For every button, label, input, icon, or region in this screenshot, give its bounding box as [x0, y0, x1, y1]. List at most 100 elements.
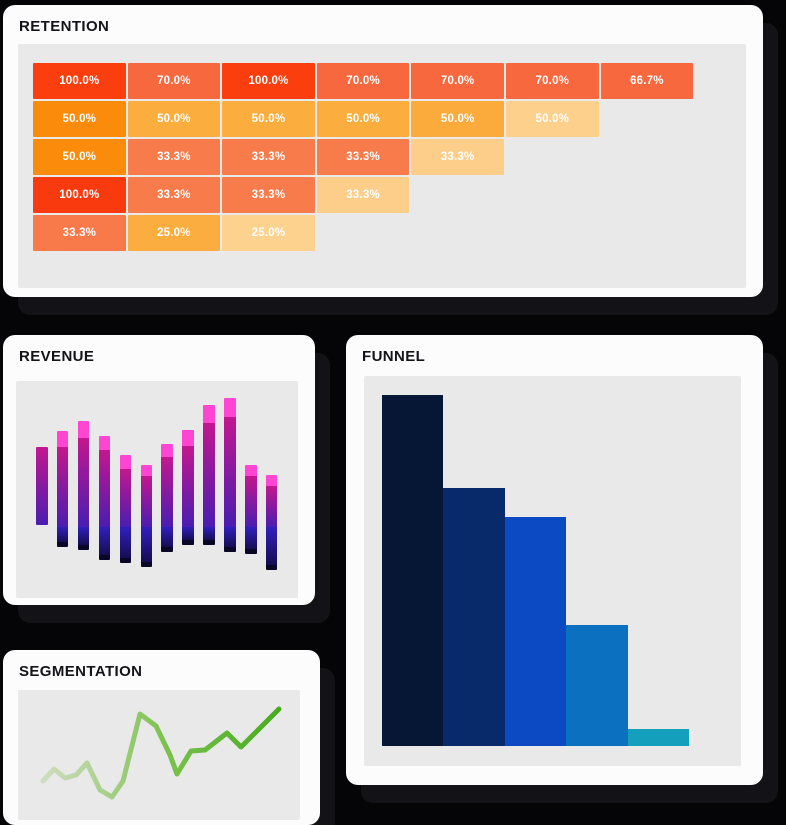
- revenue-bar-segment: [119, 455, 132, 469]
- retention-cell: 100.0%: [33, 177, 126, 213]
- revenue-bar-segment: [224, 398, 236, 417]
- retention-cell: 70.0%: [506, 63, 599, 99]
- revenue-bar: [36, 447, 48, 525]
- segmentation-card: SEGMENTATION: [3, 650, 320, 825]
- revenue-bar: [161, 444, 173, 552]
- revenue-bar-segment: [119, 558, 132, 563]
- revenue-bar-segment: [245, 549, 257, 554]
- revenue-bar-segment: [265, 527, 278, 565]
- revenue-bar-segment: [245, 476, 257, 527]
- revenue-bar-segment: [245, 527, 257, 549]
- revenue-bar-segment: [119, 527, 132, 558]
- funnel-bar: [382, 395, 444, 746]
- retention-cell: 33.3%: [316, 139, 410, 175]
- revenue-bar-segment: [161, 527, 173, 547]
- revenue-bar-segment: [161, 457, 173, 527]
- revenue-bar-segment: [77, 421, 90, 438]
- funnel-card-title: FUNNEL: [362, 348, 426, 365]
- revenue-card: REVENUE: [3, 335, 315, 605]
- revenue-bar-segment: [224, 417, 236, 527]
- retention-cell: 33.3%: [33, 215, 126, 251]
- revenue-bar-segment: [245, 465, 257, 476]
- revenue-bar-segment: [140, 476, 152, 527]
- revenue-bar-segment: [265, 486, 278, 527]
- funnel-card: FUNNEL: [346, 335, 763, 785]
- revenue-bar-segment: [56, 431, 69, 447]
- revenue-bar-segment: [203, 423, 215, 527]
- revenue-bar-segment: [98, 555, 111, 560]
- segmentation-card-title: SEGMENTATION: [19, 663, 143, 680]
- retention-cell: 33.3%: [222, 177, 315, 213]
- revenue-bar-segment: [98, 436, 111, 450]
- revenue-bar-segment: [77, 545, 90, 550]
- revenue-bar: [245, 465, 257, 554]
- funnel-bar: [504, 517, 567, 746]
- revenue-bar: [224, 398, 236, 552]
- revenue-bar-segment: [56, 527, 69, 542]
- revenue-bar-segment: [98, 450, 111, 527]
- revenue-bar: [182, 430, 194, 545]
- funnel-bar: [443, 488, 505, 746]
- retention-card: RETENTION 100.0% 70.0% 100.0% 70.0% 70.0% 70.…: [3, 5, 763, 297]
- revenue-bar-segment: [265, 475, 278, 486]
- revenue-bar-segment: [265, 565, 278, 570]
- segmentation-line: [40, 706, 282, 800]
- revenue-bar-segment: [203, 405, 215, 423]
- revenue-bar: [203, 405, 215, 545]
- revenue-bar-segment: [203, 540, 215, 545]
- retention-cell: 70.0%: [411, 63, 504, 99]
- retention-cell: 70.0%: [316, 63, 410, 99]
- retention-cell: 100.0%: [33, 63, 126, 99]
- retention-cell: 50.0%: [33, 139, 126, 175]
- retention-card-title: RETENTION: [19, 18, 110, 35]
- retention-cell: 100.0%: [222, 63, 315, 99]
- revenue-bar-segment: [182, 527, 194, 540]
- revenue-bar: [119, 455, 132, 563]
- revenue-bar-segment: [98, 527, 111, 555]
- retention-cell: 33.3%: [127, 139, 221, 175]
- revenue-bar-segment: [140, 465, 152, 476]
- retention-cell: 70.0%: [127, 63, 221, 99]
- revenue-card-title: REVENUE: [19, 348, 95, 365]
- revenue-bar-segment: [56, 542, 69, 547]
- funnel-bar: [627, 729, 689, 746]
- retention-heatmap: 100.0% 70.0% 100.0% 70.0% 70.0% 70.0% 66.7% 50.…: [18, 44, 746, 288]
- revenue-bar-segment: [161, 444, 173, 457]
- revenue-bar-segment: [119, 469, 132, 527]
- revenue-bar: [98, 436, 111, 560]
- revenue-bar: [77, 421, 90, 550]
- retention-cell: 50.0%: [33, 101, 126, 137]
- retention-cell: 50.0%: [316, 101, 410, 137]
- revenue-bar-segment: [56, 447, 69, 527]
- funnel-bar: [566, 625, 628, 746]
- revenue-bar-segment: [36, 447, 48, 525]
- dashboard-background: { "background": "#050507", "shadow_color…: [3, 5, 763, 825]
- segmentation-line-svg: [40, 706, 282, 800]
- retention-cell: 25.0%: [222, 215, 315, 251]
- revenue-bar-segment: [224, 527, 236, 547]
- funnel-chart: [364, 376, 741, 766]
- retention-cell: 33.3%: [316, 177, 410, 213]
- revenue-bar-segment: [182, 540, 194, 545]
- revenue-bar-segment: [161, 547, 173, 552]
- retention-cell: 66.7%: [600, 63, 694, 99]
- revenue-bar: [56, 431, 69, 547]
- retention-cell: 50.0%: [506, 101, 599, 137]
- revenue-bar-segment: [140, 527, 152, 562]
- revenue-bar: [265, 475, 278, 570]
- revenue-bar-segment: [182, 430, 194, 446]
- retention-cell: 33.3%: [127, 177, 221, 213]
- retention-cell: 33.3%: [411, 139, 504, 175]
- revenue-bar-segment: [203, 527, 215, 540]
- retention-cell: 25.0%: [127, 215, 221, 251]
- revenue-bar-segment: [182, 446, 194, 527]
- revenue-bar-segment: [77, 527, 90, 545]
- retention-cell: 50.0%: [127, 101, 221, 137]
- retention-cell: 50.0%: [222, 101, 315, 137]
- segmentation-chart: [18, 690, 300, 820]
- retention-cell: 50.0%: [411, 101, 504, 137]
- retention-cell: 33.3%: [222, 139, 315, 175]
- revenue-bar-segment: [140, 562, 152, 567]
- revenue-bar-segment: [224, 547, 236, 552]
- revenue-bar-segment: [77, 438, 90, 527]
